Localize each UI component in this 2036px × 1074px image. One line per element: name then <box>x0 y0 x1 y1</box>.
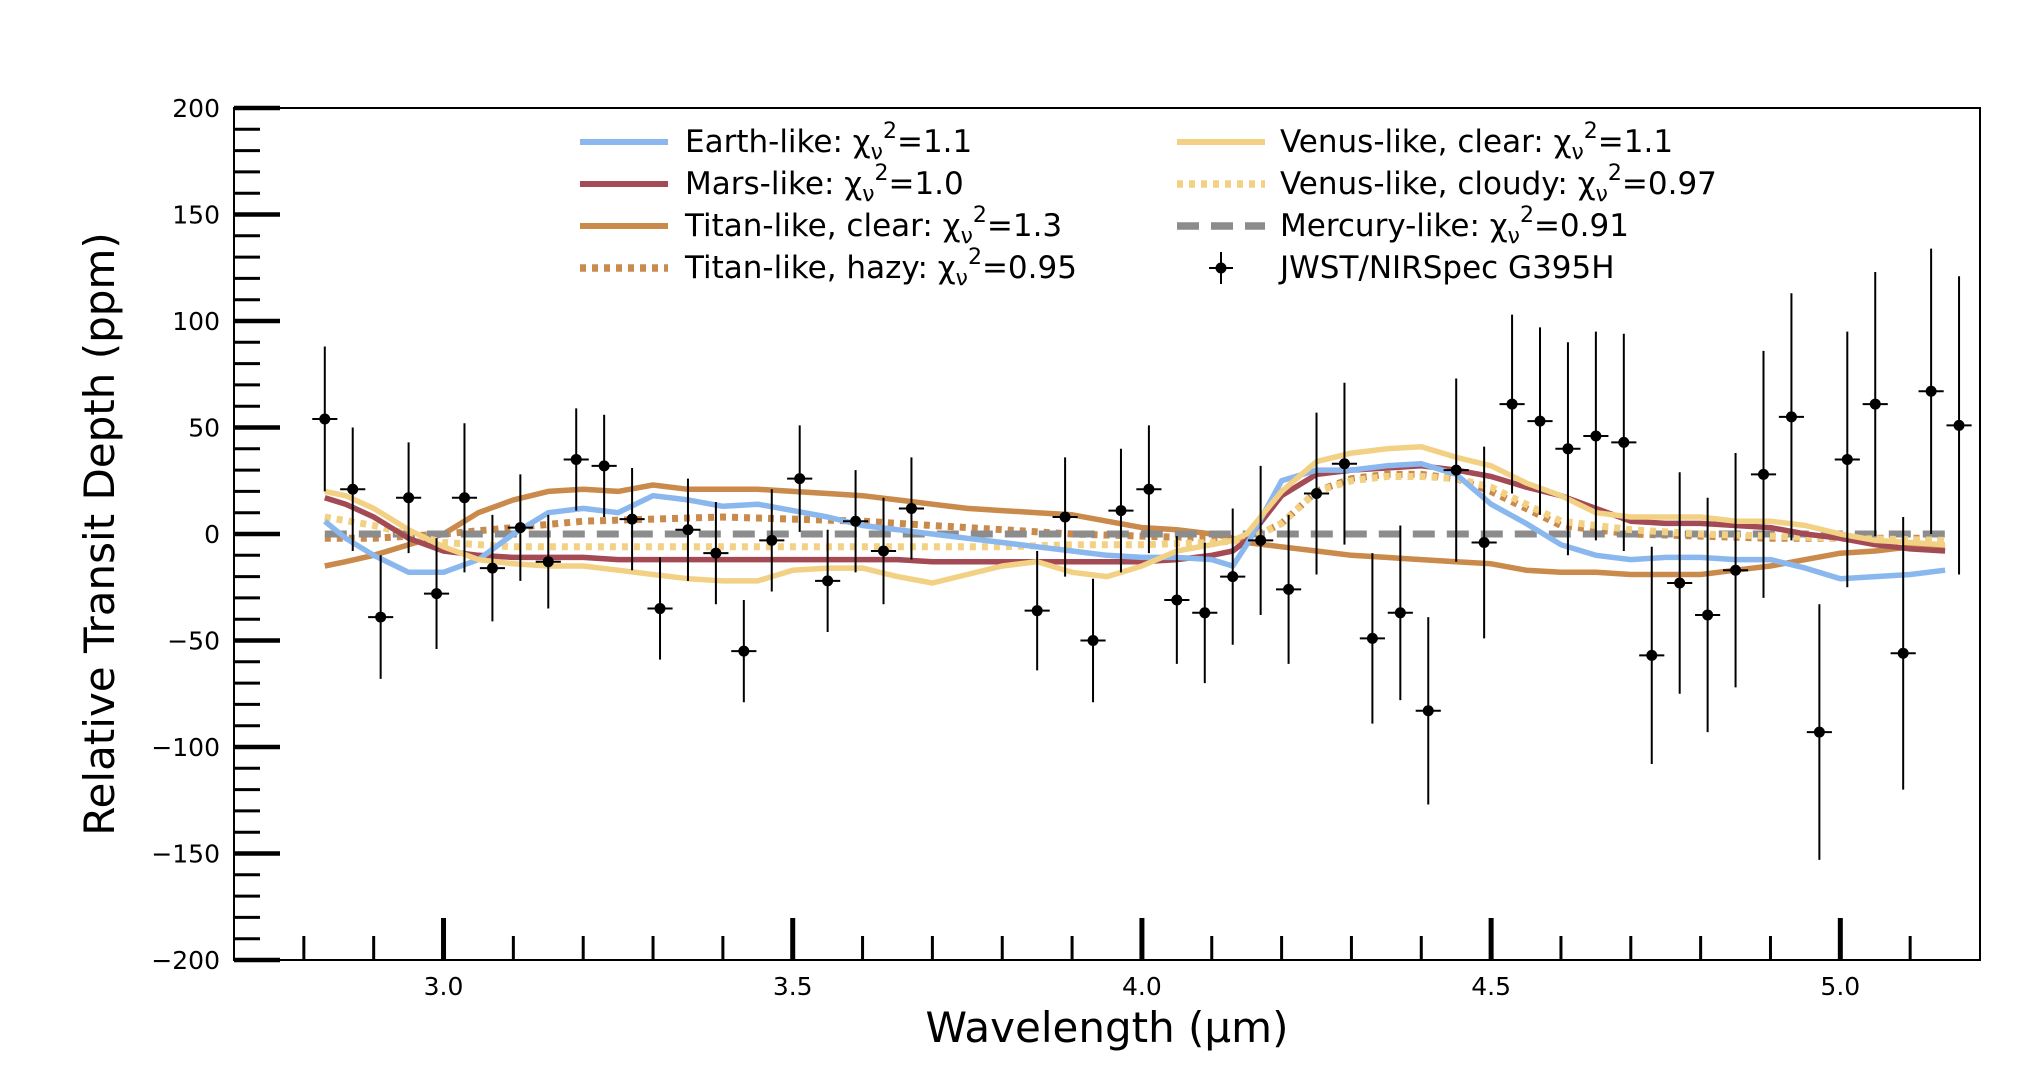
data-point <box>759 489 785 592</box>
data-point <box>1443 378 1469 562</box>
x-tick-label: 3.5 <box>773 972 813 1001</box>
legend-label: Titan-like, hazy: χν2=0.95 <box>684 245 1077 291</box>
data-point <box>1667 472 1693 694</box>
y-tick-label: 50 <box>188 414 220 443</box>
y-axis-label: Relative Transit Depth (ppm) <box>75 232 124 835</box>
data-point <box>843 470 869 573</box>
data-point <box>1890 516 1916 790</box>
data-point <box>1527 327 1553 515</box>
data-point <box>479 514 505 622</box>
y-tick-label: 100 <box>172 307 220 336</box>
observation-layer <box>312 248 1972 860</box>
legend-entry: Titan-like, clear: χν2=1.3 <box>580 203 1062 249</box>
data-point <box>396 442 422 554</box>
data-point <box>1555 342 1581 556</box>
data-point <box>1639 546 1665 765</box>
legend-entry: Titan-like, hazy: χν2=0.95 <box>580 245 1077 291</box>
legend-label: Titan-like, clear: χν2=1.3 <box>684 203 1062 249</box>
y-tick-label: 200 <box>172 94 220 123</box>
x-tick-label: 4.5 <box>1471 972 1511 1001</box>
legend-label: Venus-like, clear: χν2=1.1 <box>1280 119 1673 165</box>
series-line-1 <box>323 463 1946 565</box>
legend-entry: Venus-like, clear: χν2=1.1 <box>1177 119 1673 165</box>
data-point <box>1695 497 1721 733</box>
data-point <box>1918 248 1944 534</box>
data-point <box>1359 553 1385 724</box>
legend-label: Venus-like, cloudy: χν2=0.97 <box>1280 161 1717 207</box>
y-tick-label: −150 <box>151 840 220 869</box>
data-point <box>1080 578 1106 703</box>
legend-entry: JWST/NIRSpec G395H <box>1209 250 1615 286</box>
data-point <box>368 555 394 679</box>
data-point <box>1136 425 1162 554</box>
data-point <box>1834 331 1860 588</box>
y-tick-label: −50 <box>167 627 220 656</box>
data-point <box>815 529 841 632</box>
data-point <box>1415 617 1441 805</box>
x-tick-label: 3.0 <box>424 972 464 1001</box>
legend-entry: Earth-like: χν2=1.1 <box>580 119 972 165</box>
data-point <box>340 427 366 552</box>
data-point <box>1499 314 1525 494</box>
data-point <box>1248 465 1274 615</box>
data-point <box>507 474 533 581</box>
data-point <box>1192 542 1218 684</box>
data-point <box>731 600 757 703</box>
legend-entry: Mars-like: χν2=1.0 <box>580 161 964 207</box>
data-point <box>1276 514 1302 664</box>
legend-entry: Mercury-like: χν2=0.91 <box>1177 203 1629 249</box>
data-point <box>1778 293 1805 541</box>
x-tick-label: 5.0 <box>1820 972 1860 1001</box>
data-point <box>619 467 645 571</box>
data-point <box>703 502 729 605</box>
data-point <box>870 497 897 605</box>
series-line-4 <box>324 443 1946 586</box>
data-point <box>1108 448 1134 573</box>
y-tick-label: −100 <box>151 733 220 762</box>
data-point <box>1331 382 1358 545</box>
series-layer <box>323 443 1946 586</box>
data-point <box>787 425 813 532</box>
y-tick-label: 150 <box>172 201 220 230</box>
data-point <box>1164 536 1190 664</box>
x-tick-label: 4.0 <box>1122 972 1162 1001</box>
data-point <box>898 457 925 560</box>
data-point <box>1750 350 1777 598</box>
data-point <box>1303 412 1330 575</box>
data-point <box>423 538 450 650</box>
data-point <box>1471 446 1497 639</box>
data-point <box>647 557 673 660</box>
y-tick-label: −200 <box>151 946 220 975</box>
tick-labels: −200 −150 −100 −50 0 50 100 150 200 3.0 3.5 4.0 4.5 5… <box>151 94 1860 1001</box>
plot-frame <box>233 107 1981 961</box>
data-point <box>563 408 589 511</box>
legend-label: Mercury-like: χν2=0.91 <box>1280 203 1629 249</box>
legend-label: JWST/NIRSpec G395H <box>1278 250 1615 286</box>
legend-entry: Venus-like, cloudy: χν2=0.97 <box>1177 161 1717 207</box>
series-line-0 <box>323 460 1946 582</box>
legend-label: Mars-like: χν2=1.0 <box>685 161 964 207</box>
data-point <box>675 478 701 581</box>
data-point <box>1024 551 1050 671</box>
data-point <box>1722 453 1749 688</box>
data-point <box>1220 508 1246 645</box>
series-line-2 <box>324 482 1946 578</box>
x-axis-label: Wavelength (μm) <box>926 1003 1289 1052</box>
legend-label: Earth-like: χν2=1.1 <box>685 119 972 165</box>
data-point <box>312 346 338 492</box>
data-point <box>1611 333 1637 552</box>
data-point <box>535 514 561 609</box>
data-point <box>1946 276 1972 575</box>
data-point <box>1052 457 1078 577</box>
data-point <box>1583 331 1609 541</box>
data-point <box>1862 272 1888 537</box>
data-point <box>1806 604 1832 860</box>
y-tick-label: 0 <box>204 520 220 549</box>
data-point <box>1387 525 1413 701</box>
data-point <box>591 414 617 517</box>
data-point <box>451 423 478 573</box>
